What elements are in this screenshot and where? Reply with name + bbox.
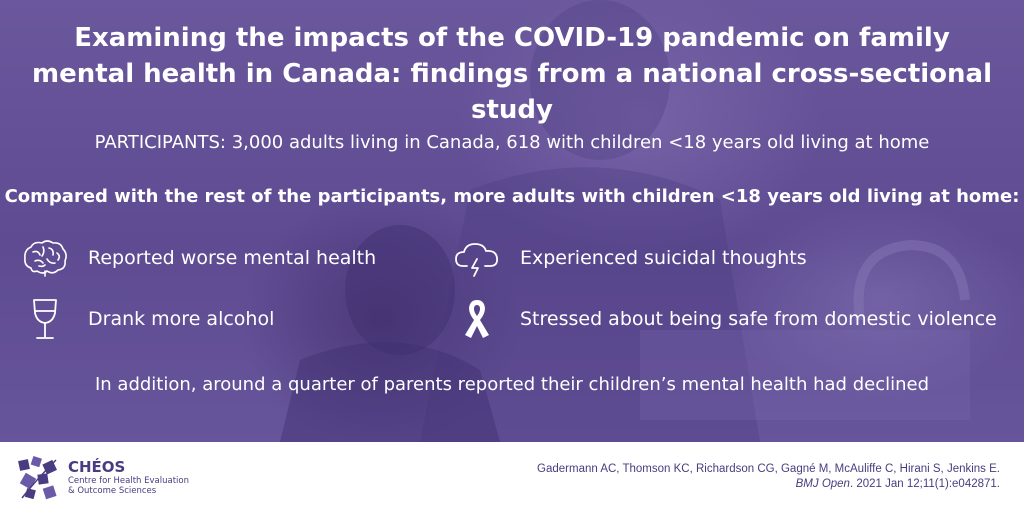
- finding-alcohol: Drank more alcohol: [20, 297, 274, 341]
- storm-cloud-icon: [452, 236, 502, 280]
- footer: CHÉOS Centre for Health Evaluation & Out…: [0, 442, 1024, 512]
- background-photo-silhouette: [280, 0, 970, 442]
- logo-subtitle-line1: Centre for Health Evaluation: [68, 475, 189, 486]
- participants-summary: PARTICIPANTS: 3,000 adults living in Can…: [94, 132, 930, 153]
- awareness-ribbon-icon: [452, 297, 502, 341]
- citation-authors: Gadermann AC, Thomson KC, Richardson CG,…: [537, 463, 1000, 475]
- wine-glass-icon: [20, 297, 70, 341]
- finding-label: Reported worse mental health: [88, 247, 377, 269]
- comparison-heading: Compared with the rest of the participan…: [4, 186, 1020, 207]
- citation: Gadermann AC, Thomson KC, Richardson CG,…: [537, 462, 1000, 492]
- citation-details: . 2021 Jan 12;11(1):e042871.: [849, 478, 1000, 490]
- citation-journal: BMJ Open: [795, 478, 850, 490]
- finding-label: Drank more alcohol: [88, 308, 275, 330]
- finding-worse-mental-health: Reported worse mental health: [20, 236, 376, 280]
- brain-icon: [20, 236, 70, 280]
- logo-subtitle-line2: & Outcome Sciences: [68, 485, 157, 496]
- logo-name: CHÉOS: [68, 457, 126, 476]
- finding-label: Stressed about being safe from domestic …: [520, 308, 997, 330]
- finding-suicidal-thoughts: Experienced suicidal thoughts: [452, 236, 807, 280]
- finding-label: Experienced suicidal thoughts: [520, 247, 807, 269]
- cheos-logo-mark-icon: [18, 455, 57, 500]
- hero-panel: Examining the impacts of the COVID-19 pa…: [0, 0, 1024, 442]
- infographic-title: Examining the impacts of the COVID-19 pa…: [31, 23, 993, 125]
- addition-note: In addition, around a quarter of parents…: [94, 374, 930, 395]
- citation-source: BMJ Open. 2021 Jan 12;11(1):e042871.: [537, 477, 1000, 492]
- cheos-logo: CHÉOS Centre for Health Evaluation & Out…: [16, 450, 196, 504]
- finding-domestic-violence: Stressed about being safe from domestic …: [452, 297, 997, 341]
